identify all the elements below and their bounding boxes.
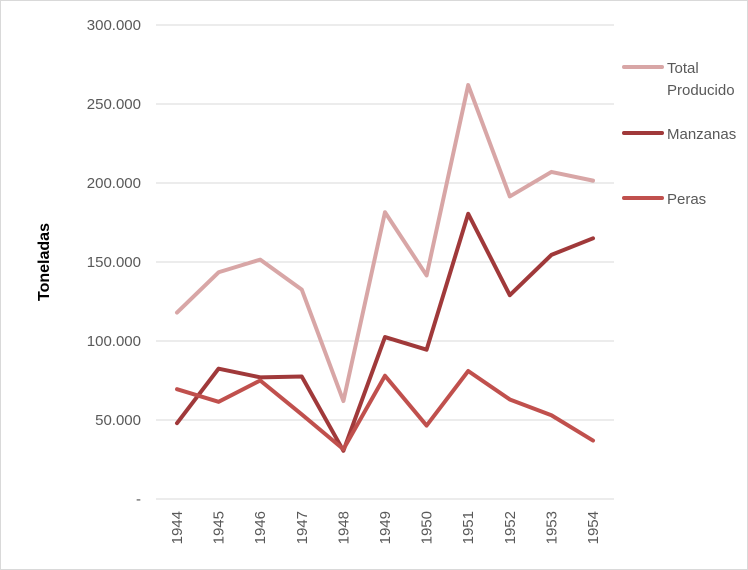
y-axis-label: Toneladas — [36, 223, 53, 301]
series-line-peras — [175, 369, 595, 452]
x-tick-label: 1944 — [169, 511, 186, 544]
x-tick-label: 1951 — [460, 511, 477, 544]
series-line-total-producido — [175, 83, 595, 404]
legend-label: Peras — [667, 191, 706, 208]
series-line-manzanas — [175, 211, 595, 453]
x-tick-label: 1947 — [294, 511, 311, 544]
y-tick-label: 200.000 — [87, 175, 141, 192]
x-tick-label: 1949 — [377, 511, 394, 544]
x-tick-label: 1946 — [252, 511, 269, 544]
x-tick-label: 1950 — [419, 511, 436, 544]
x-tick-label: 1952 — [502, 511, 519, 544]
legend-label: Producido — [667, 82, 735, 99]
x-tick-label: 1953 — [543, 511, 560, 544]
y-tick-label: - — [136, 491, 141, 508]
y-tick-label: 300.000 — [87, 17, 141, 34]
legend-label: Total — [667, 60, 699, 77]
y-tick-label: 50.000 — [95, 412, 141, 429]
y-tick-label: 100.000 — [87, 333, 141, 350]
y-tick-label: 250.000 — [87, 96, 141, 113]
x-tick-label: 1954 — [585, 511, 602, 544]
x-tick-label: 1948 — [335, 511, 352, 544]
x-tick-label: 1945 — [211, 511, 228, 544]
y-tick-label: 150.000 — [87, 254, 141, 271]
legend-label: Manzanas — [667, 126, 736, 143]
